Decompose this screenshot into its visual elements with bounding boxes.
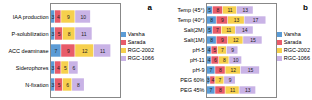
svg-text:IAA production: IAA production — [13, 14, 49, 20]
html-text:Sarada: Sarada — [127, 39, 146, 45]
svg-text:11: 11 — [81, 31, 86, 37]
html-text:Varsha: Varsha — [127, 31, 145, 37]
svg-text:5: 5 — [213, 47, 216, 53]
svg-text:7: 7 — [216, 27, 219, 33]
svg-text:8: 8 — [219, 87, 222, 93]
svg-text:12: 12 — [230, 67, 236, 73]
svg-text:8: 8 — [219, 67, 222, 73]
svg-text:4: 4 — [208, 47, 211, 53]
svg-text:9: 9 — [231, 47, 234, 53]
svg-text:pH-9: pH-9 — [193, 67, 205, 73]
svg-text:4: 4 — [57, 14, 60, 20]
svg-text:5: 5 — [208, 7, 211, 13]
svg-text:13: 13 — [245, 87, 251, 93]
svg-text:12: 12 — [233, 37, 239, 43]
svg-text:11: 11 — [100, 48, 105, 54]
svg-text:13: 13 — [234, 17, 240, 23]
svg-text:7: 7 — [55, 48, 58, 54]
svg-text:3: 3 — [51, 31, 54, 37]
svg-text:9: 9 — [221, 17, 224, 23]
svg-text:7: 7 — [210, 87, 213, 93]
svg-text:9: 9 — [221, 37, 224, 43]
svg-text:8: 8 — [217, 7, 220, 13]
svg-text:13: 13 — [243, 7, 249, 13]
svg-text:11: 11 — [230, 87, 235, 93]
svg-text:9: 9 — [67, 48, 70, 54]
svg-text:Salt(2M): Salt(2M) — [184, 27, 205, 33]
svg-text:8: 8 — [210, 17, 213, 23]
svg-text:8: 8 — [210, 37, 213, 43]
svg-text:5: 5 — [208, 27, 211, 33]
svg-text:14: 14 — [242, 27, 248, 33]
svg-text:6: 6 — [214, 57, 217, 63]
svg-text:4: 4 — [208, 57, 211, 63]
html-text:b: b — [303, 3, 308, 12]
html-text:RGC-1066: RGC-1066 — [127, 55, 154, 61]
svg-text:12: 12 — [82, 48, 88, 54]
svg-text:3: 3 — [207, 77, 210, 83]
svg-text:pH-5: pH-5 — [193, 47, 205, 53]
svg-text:7: 7 — [221, 47, 224, 53]
svg-text:5: 5 — [58, 82, 61, 88]
svg-text:3: 3 — [51, 14, 54, 20]
svg-text:15: 15 — [250, 37, 256, 43]
svg-text:PEG 45%: PEG 45% — [180, 87, 204, 93]
html-text:RGC-2002: RGC-2002 — [127, 47, 154, 53]
svg-text:pH-11: pH-11 — [190, 57, 205, 63]
svg-text:PEG 60%: PEG 60% — [180, 77, 204, 83]
svg-text:6: 6 — [72, 65, 75, 71]
svg-text:8: 8 — [223, 57, 226, 63]
html-text:Sarada: Sarada — [283, 39, 302, 45]
svg-text:3: 3 — [51, 65, 54, 71]
svg-text:Salt(1M): Salt(1M) — [184, 37, 205, 43]
html-text:RGC-1066: RGC-1066 — [283, 55, 310, 61]
svg-text:17: 17 — [253, 17, 259, 23]
svg-text:6: 6 — [66, 82, 69, 88]
svg-text:Temp (45°): Temp (45°) — [178, 7, 205, 13]
svg-text:N-fixation: N-fixation — [25, 82, 48, 88]
html-text:a: a — [147, 3, 152, 12]
svg-text:8: 8 — [68, 31, 71, 37]
html-text:Varsha: Varsha — [283, 31, 301, 37]
svg-text:5: 5 — [64, 65, 67, 71]
svg-text:10: 10 — [80, 14, 86, 20]
svg-text:3: 3 — [51, 82, 54, 88]
svg-text:7: 7 — [218, 77, 221, 83]
svg-text:11: 11 — [227, 7, 232, 13]
svg-text:8: 8 — [77, 82, 80, 88]
svg-text:5: 5 — [58, 31, 61, 37]
svg-text:7: 7 — [210, 67, 213, 73]
svg-text:P-solubilization: P-solubilization — [12, 31, 49, 37]
svg-text:4: 4 — [57, 65, 60, 71]
svg-text:11: 11 — [226, 27, 231, 33]
svg-text:9: 9 — [229, 77, 232, 83]
svg-text:4: 4 — [211, 77, 214, 83]
svg-text:15: 15 — [248, 67, 254, 73]
svg-text:Siderophores: Siderophores — [16, 65, 49, 71]
svg-text:Temp (40°): Temp (40°) — [178, 17, 205, 23]
svg-text:10: 10 — [233, 57, 239, 63]
svg-text:9: 9 — [67, 14, 70, 20]
svg-text:ACC deaminase: ACC deaminase — [8, 48, 48, 54]
html-text:RGC-2002: RGC-2002 — [283, 47, 310, 53]
